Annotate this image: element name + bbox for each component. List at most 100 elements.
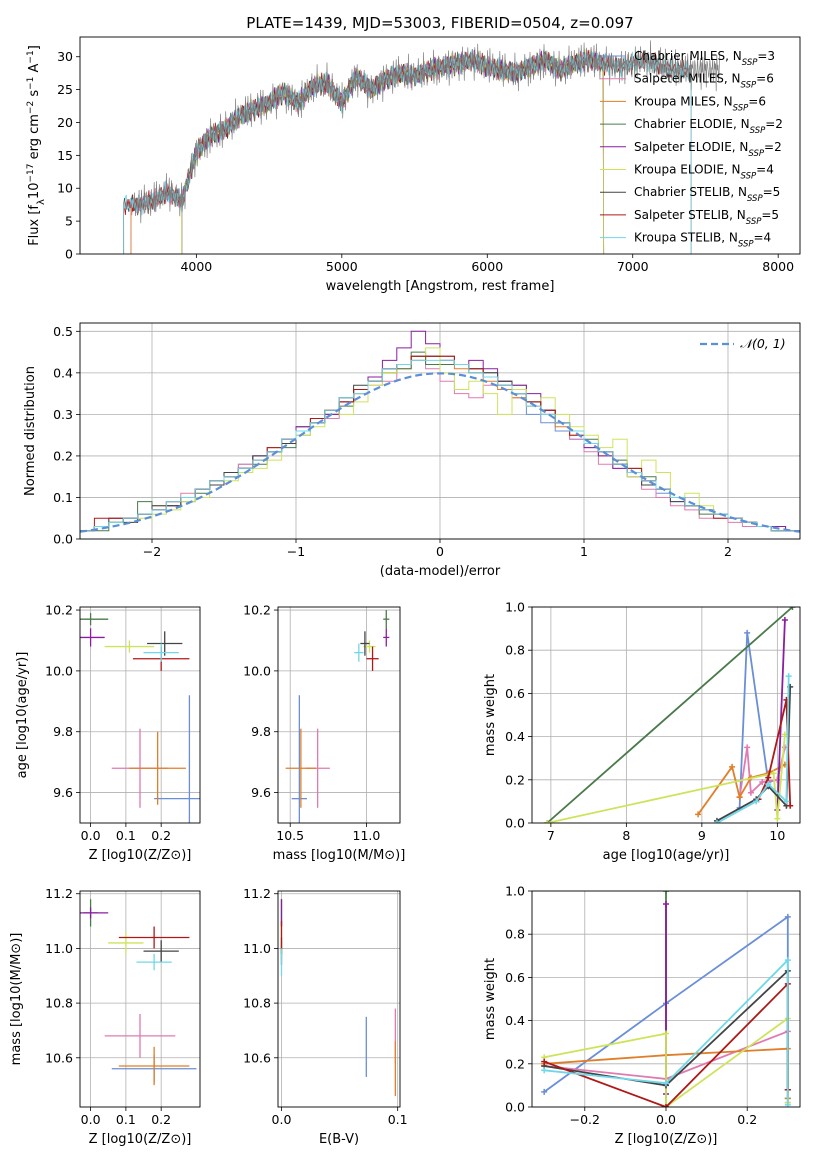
age-vs-Z-panel: 0.0 0.1 0.2 9.6 9.8 10.0 10.2 Z [log10(Z/Z⊙)] ag…	[15, 603, 201, 863]
x-tick-label: 2	[724, 544, 732, 559]
y-tick-label: 0.3	[53, 407, 73, 422]
y-tick-label: 25	[57, 82, 73, 97]
weight-marker-kroupa-elodie	[544, 820, 551, 823]
spectrum-panel: 4000 5000 6000 7000 8000 0 5 10 15 20 25 30 waveleng…	[26, 36, 801, 294]
x-tick-label: 7000	[617, 259, 649, 274]
legend-label: Kroupa STELIB, NSSP=4	[634, 231, 771, 250]
weight-vs-Z-panel: −0.2 0.0 0.2 0.0 0.2 0.4 0.6 0.8 1.0 Z [log10(Z/Z…	[483, 884, 801, 1147]
plot-area	[285, 610, 390, 823]
x-tick-label: 0.1	[388, 1112, 408, 1127]
x-tick-label: 0	[436, 544, 444, 559]
legend-label: Chabrier MILES, NSSP=3	[634, 49, 775, 68]
legend-label: Salpeter ELODIE, NSSP=2	[634, 140, 782, 159]
x-tick-label: 0.2	[151, 1112, 171, 1127]
x-axis-label: mass [log10(M/M⊙)]	[273, 848, 406, 863]
y-tick-label: 0.8	[505, 927, 525, 942]
weight-marker-salpeter-stelib	[663, 1104, 669, 1107]
y-tick-label: 11.0	[243, 941, 271, 956]
x-tick-label: 1	[580, 544, 588, 559]
y-tick-label: 10.2	[243, 603, 271, 618]
weight-marker-kroupa-miles	[736, 794, 743, 801]
weight-marker-salpeter-elodie	[781, 616, 788, 623]
y-axis-label: mass weight	[483, 958, 498, 1040]
y-tick-label: 10.8	[243, 996, 271, 1011]
data-spectrum-line	[133, 40, 721, 224]
y-tick-label: 0.1	[53, 490, 73, 505]
weight-marker-chabrier-miles	[784, 913, 791, 920]
x-tick-label: 0.0	[81, 1112, 101, 1127]
y-tick-label: 0.8	[505, 643, 525, 658]
legend-label: 𝒩(0, 1)	[740, 336, 786, 351]
x-tick-label: 5000	[326, 259, 358, 274]
y-tick-label: 10.0	[45, 663, 73, 678]
residuals-panel: −2 −1 0 1 2 0.0 0.1 0.2 0.3 0.4 0.5 (data-model)/er…	[23, 322, 801, 579]
figure-title: PLATE=1439, MJD=53003, FIBERID=0504, z=0…	[246, 14, 633, 32]
x-tick-label: −0.2	[570, 1112, 600, 1127]
axes-frame	[531, 606, 801, 824]
residuals-legend: 𝒩(0, 1)	[700, 336, 786, 351]
weight-marker-salpeter-miles	[744, 744, 751, 751]
legend-label: Kroupa MILES, NSSP=6	[634, 94, 766, 113]
plot-area	[80, 613, 200, 823]
y-tick-label: 0.4	[53, 365, 73, 380]
legend-label: Kroupa ELODIE, NSSP=4	[634, 163, 774, 182]
y-axis-label: mass [log10(M/M⊙)]	[9, 933, 24, 1066]
x-tick-label: −1	[287, 544, 305, 559]
spectrum-legend: Chabrier MILES, NSSP=3 Salpeter MILES, NS…	[600, 49, 783, 250]
axes-frame	[277, 606, 401, 824]
y-tick-label: 10.6	[45, 1050, 73, 1065]
x-tick-label: 10	[769, 828, 785, 843]
x-tick-label: 0.1	[116, 828, 136, 843]
y-tick-label: 10.2	[45, 603, 73, 618]
x-axis-label: Z [log10(Z/Z⊙)]	[89, 848, 192, 863]
y-tick-label: 15	[57, 148, 73, 163]
weight-marker-kroupa-miles	[729, 763, 736, 770]
weight-marker-kroupa-elodie	[774, 815, 781, 822]
x-tick-label: 6000	[471, 259, 503, 274]
weight-marker-kroupa-miles	[695, 811, 702, 818]
legend-label: Chabrier STELIB, NSSP=5	[634, 185, 780, 204]
legend-label: Salpeter MILES, NSSP=6	[634, 72, 774, 91]
x-tick-label: 8000	[762, 259, 794, 274]
x-tick-label: 0.0	[656, 1112, 676, 1127]
y-tick-label: 0.6	[505, 686, 525, 701]
x-tick-label: 0.2	[151, 828, 171, 843]
weight-vs-age-panel: 7 8 9 10 0.0 0.2 0.4 0.6 0.8 1.0 age [log10(age/yr…	[483, 600, 801, 863]
weight-marker-chabrier-miles	[541, 1088, 548, 1095]
y-tick-label: 0.2	[505, 1056, 525, 1071]
y-tick-label: 5	[65, 214, 73, 229]
weight-line-salpeter-stelib	[757, 699, 792, 806]
weight-marker-kroupa-stelib	[541, 1067, 548, 1074]
y-tick-label: 1.0	[505, 600, 525, 615]
y-tick-label: 9.8	[251, 724, 271, 739]
y-tick-label: 0.2	[53, 448, 73, 463]
axes-frame	[79, 36, 801, 255]
axes-frame	[277, 890, 401, 1108]
weight-marker-kroupa-stelib	[713, 820, 720, 823]
weight-marker-salpeter-miles	[747, 789, 754, 796]
x-axis-label: (data-model)/error	[380, 564, 501, 579]
weight-marker-kroupa-stelib	[784, 957, 791, 964]
y-axis-label: Flux [fλ10−17 erg cm−2 s−1 A−1]	[26, 45, 47, 246]
x-tick-label: 11.0	[353, 828, 381, 843]
x-tick-label: 0.1	[116, 1112, 136, 1127]
weight-marker-salpeter-stelib	[765, 774, 772, 781]
weight-line-kroupa-elodie	[546, 734, 786, 823]
plot-area	[280, 899, 397, 1097]
y-tick-label: 11.2	[45, 886, 73, 901]
y-tick-label: 9.8	[53, 724, 73, 739]
spectrum-plot-area	[123, 40, 721, 254]
y-tick-label: 0.2	[505, 772, 525, 787]
x-tick-label: 0.0	[81, 828, 101, 843]
x-axis-label: Z [log10(Z/Z⊙)]	[615, 1132, 718, 1147]
x-tick-label: 10.5	[276, 828, 304, 843]
x-tick-label: 4000	[180, 259, 212, 274]
x-axis-label: age [log10(age/yr)]	[603, 848, 730, 863]
y-tick-label: 0.4	[505, 729, 525, 744]
mass-vs-Z-panel: 0.0 0.1 0.2 10.6 10.8 11.0 11.2 Z [log10(Z/Z⊙)]…	[9, 886, 201, 1147]
weight-line-kroupa-miles	[697, 763, 786, 815]
weight-marker-kroupa-elodie	[770, 770, 777, 777]
y-tick-label: 0	[65, 247, 73, 262]
y-tick-label: 0.6	[505, 970, 525, 985]
